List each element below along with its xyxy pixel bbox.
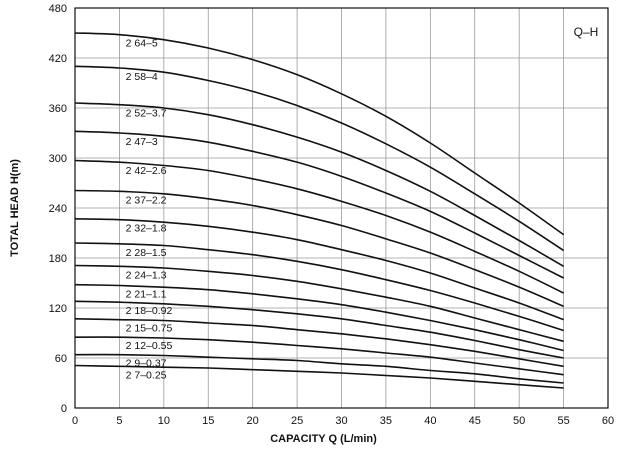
curve-label: 2 42–2.6 (126, 165, 167, 177)
curve (74, 65, 565, 252)
curve-label: 2 18–0.92 (126, 305, 173, 317)
y-tick-label: 120 (49, 303, 67, 315)
chart-title-tag: Q–H (574, 25, 599, 39)
curve-label: 2 9–0.37 (126, 358, 167, 370)
curve-label: 2 21–1.1 (126, 289, 167, 301)
curve-label: 2 28–1.5 (126, 247, 167, 259)
curve (74, 318, 564, 368)
x-tick-label: 25 (291, 415, 303, 427)
curve-label: 2 64–5 (126, 38, 158, 50)
curve (74, 300, 564, 359)
curve (74, 264, 564, 343)
y-tick-label: 480 (49, 3, 67, 15)
x-tick-label: 60 (602, 415, 614, 427)
curve (74, 130, 564, 279)
curve (74, 353, 564, 384)
y-tick-label: 180 (49, 253, 67, 265)
x-tick-label: 55 (557, 415, 569, 427)
x-tick-label: 0 (72, 415, 78, 427)
curve (74, 102, 564, 268)
curve-label: 2 58–4 (126, 71, 158, 83)
x-tick-label: 5 (116, 415, 122, 427)
x-tick-label: 50 (513, 415, 525, 427)
curve (74, 336, 564, 376)
curve-label: 2 12–0.55 (126, 340, 173, 352)
curves (74, 32, 565, 389)
x-tick-label: 15 (202, 415, 214, 427)
curve-label: 2 37–2.2 (126, 194, 167, 206)
curve-label: 2 47–3 (126, 136, 158, 148)
curve (74, 189, 564, 308)
x-axis-title: CAPACITY Q (L/min) (270, 433, 377, 445)
plot-frame (74, 7, 609, 409)
x-tick-labels: 0 5 10 15 20 25 30 35 40 45 50 55 60 (72, 415, 614, 427)
y-tick-label: 0 (61, 403, 67, 415)
curve (74, 242, 564, 332)
x-tick-label: 10 (158, 415, 170, 427)
curve-label: 2 52–3.7 (126, 108, 167, 120)
curve (74, 218, 564, 321)
x-tick-label: 40 (424, 415, 436, 427)
y-tick-labels: 0 60 120 180 240 300 360 420 480 (49, 3, 67, 415)
curve (74, 159, 564, 294)
curve-label: 2 7–0.25 (126, 369, 167, 381)
x-tick-label: 35 (380, 415, 392, 427)
x-tick-label: 20 (247, 415, 259, 427)
curve-label: 2 32–1.8 (126, 223, 167, 235)
curve-labels: 2 64–5 2 58–4 2 52–3.7 2 47–3 2 42–2.6 2 37–2… (126, 38, 173, 382)
curve-label: 2 15–0.75 (126, 323, 173, 335)
curve (74, 364, 564, 389)
y-tick-label: 240 (49, 203, 67, 215)
curve (74, 283, 564, 352)
x-tick-label: 45 (469, 415, 481, 427)
x-tick-label: 30 (335, 415, 347, 427)
y-tick-label: 360 (49, 103, 67, 115)
y-tick-label: 420 (49, 53, 67, 65)
y-tick-label: 60 (55, 353, 67, 365)
y-axis-title: TOTAL HEAD H(m) (9, 159, 21, 257)
curve-label: 2 24–1.3 (126, 269, 167, 281)
curve (74, 32, 565, 236)
y-tick-label: 300 (49, 153, 67, 165)
